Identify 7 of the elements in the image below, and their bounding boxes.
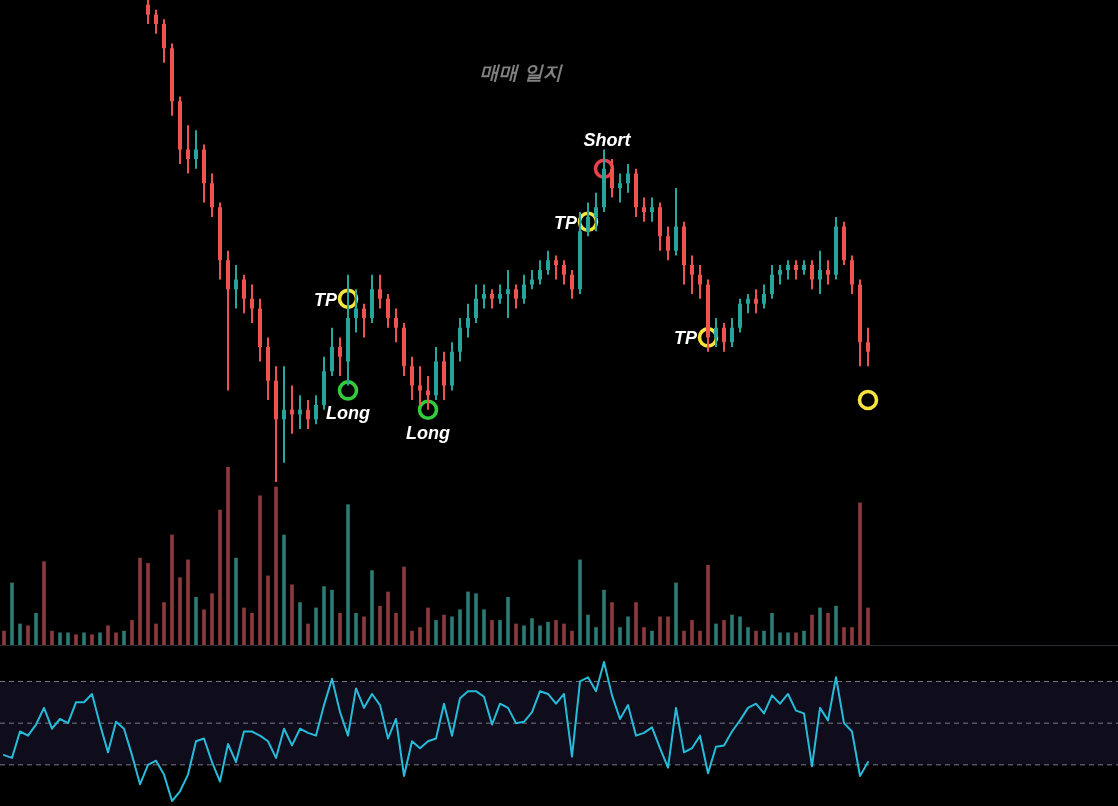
text: Long [326, 403, 370, 424]
series-label: Short [583, 129, 632, 150]
text: TP [673, 328, 697, 349]
series-label: TP [313, 289, 338, 310]
text: 매매 일지 [480, 62, 564, 83]
text: TP [553, 212, 577, 233]
series-label: Long [406, 422, 450, 443]
